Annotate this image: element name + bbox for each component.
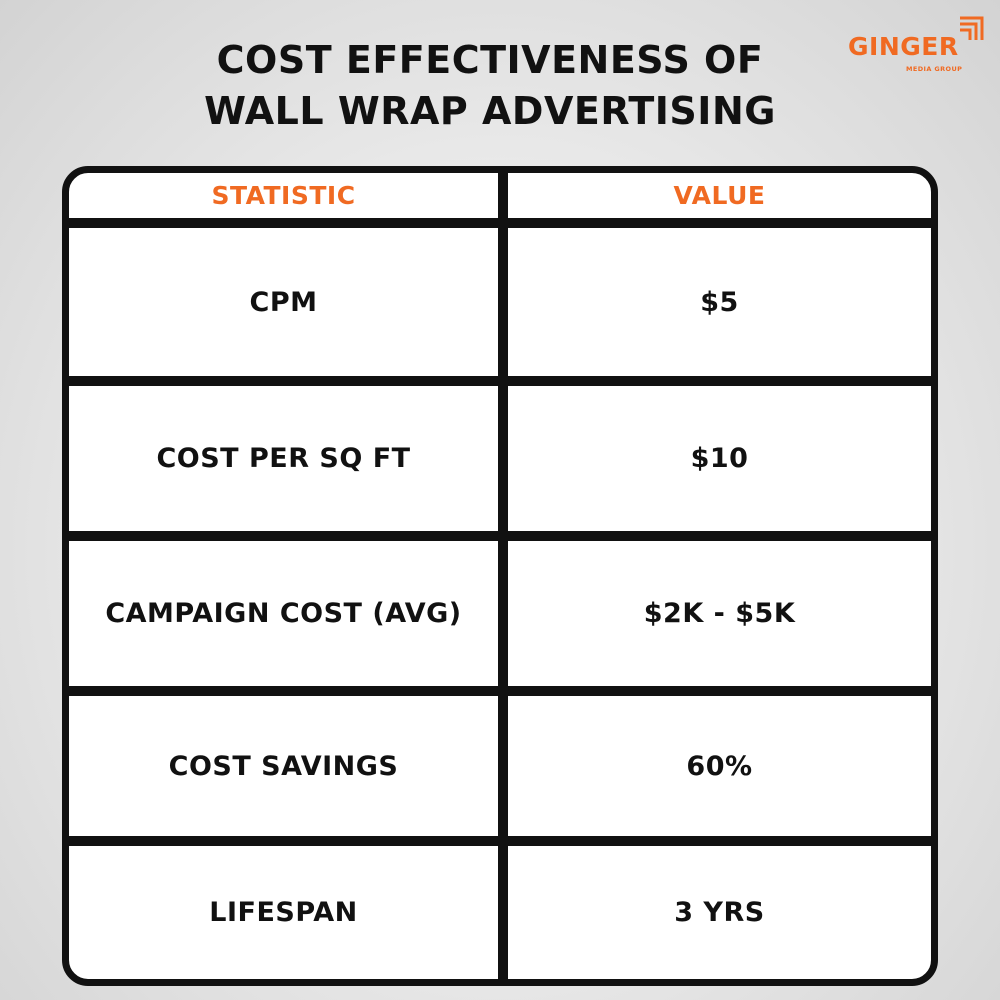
brand-logo: GINGER MEDIA GROUP [848, 16, 988, 76]
value-cell: $5 [700, 286, 739, 318]
page-title-line-1: COST EFFECTIVENESS OF [216, 38, 764, 82]
stats-table: STATISTIC VALUE CPM $5 COST PER SQ FT $1… [62, 166, 938, 986]
value-cell: 3 YRS [674, 897, 765, 928]
table-row: LIFESPAN 3 YRS [69, 846, 931, 979]
table-row: CAMPAIGN COST (AVG) $2K - $5K [69, 541, 931, 686]
header-statistic: STATISTIC [211, 181, 356, 210]
value-cell: $10 [690, 443, 749, 474]
table-header-row: STATISTIC VALUE [69, 173, 931, 218]
logo-wordmark: GINGER [848, 32, 959, 61]
table-row: CPM $5 [69, 228, 931, 376]
column-divider [498, 173, 508, 979]
header-value: VALUE [673, 181, 766, 210]
stacked-corner-icon [960, 16, 984, 40]
statistic-cell: COST SAVINGS [168, 750, 399, 782]
statistic-cell: LIFESPAN [209, 897, 358, 928]
table-row: COST SAVINGS 60% [69, 696, 931, 836]
value-cell: $2K - $5K [643, 598, 796, 629]
statistic-cell: CPM [249, 286, 318, 318]
statistic-cell: COST PER SQ FT [156, 443, 411, 474]
table-row: COST PER SQ FT $10 [69, 386, 931, 531]
value-cell: 60% [686, 750, 753, 782]
logo-subtitle: MEDIA GROUP [906, 65, 963, 73]
page-title-line-2: WALL WRAP ADVERTISING [204, 89, 776, 133]
statistic-cell: CAMPAIGN COST (AVG) [105, 598, 462, 629]
